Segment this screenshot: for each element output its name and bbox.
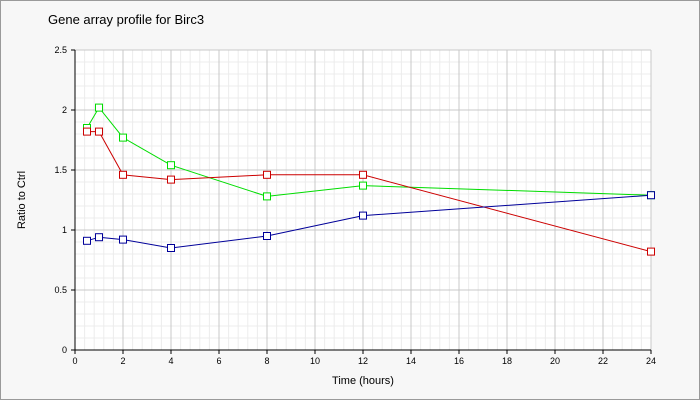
data-point-marker [359,211,367,220]
y-axis-label: Ratio to Ctrl [16,171,28,229]
data-point-marker [359,181,367,190]
y-tick-label: 0.5 [54,285,67,295]
x-tick-label: 8 [264,356,269,366]
data-point-marker [95,103,103,112]
data-point-marker [119,170,127,179]
x-tick-label: 4 [168,356,173,366]
data-point-marker [263,232,271,240]
data-point-marker [263,192,271,201]
x-tick-label: 20 [550,356,560,366]
x-tick-label: 2 [120,356,125,366]
data-point-marker [167,161,175,170]
data-point-marker [83,127,91,136]
x-axis-label: Time (hours) [332,375,394,387]
x-tick-label: 22 [598,356,608,366]
data-point-marker [167,244,175,252]
x-tick-label: 24 [646,356,656,366]
x-tick-label: 12 [358,356,368,366]
data-point-marker [119,235,127,244]
y-tick-label: 2 [62,105,67,115]
data-point-marker [119,133,127,142]
x-tick-label: 18 [502,356,512,366]
y-axis-ticks: 0 0.5 1 1.5 2 2.5 [54,45,75,355]
series-1 [83,103,655,201]
y-tick-label: 1.5 [54,165,67,175]
data-point-marker [359,170,367,179]
x-tick-label: 6 [216,356,221,366]
data-point-marker [647,247,655,256]
data-point-marker [167,175,175,184]
data-point-marker [95,127,103,136]
data-point-marker [95,233,103,242]
series-2 [83,127,655,256]
x-axis-ticks: 0 2 4 6 8 10 12 14 16 18 20 22 24 [72,350,656,366]
data-point-marker [263,170,271,179]
series-layer [83,103,655,256]
data-point-marker [647,191,655,200]
y-tick-label: 0 [62,345,67,355]
x-tick-label: 16 [454,356,464,366]
x-tick-label: 10 [310,356,320,366]
y-tick-label: 1 [62,225,67,235]
x-tick-label: 0 [72,356,77,366]
y-tick-label: 2.5 [54,45,67,55]
x-tick-label: 14 [406,356,416,366]
chart-title: Gene array profile for Birc3 [48,12,204,27]
series-3 [83,191,655,252]
data-point-marker [83,236,91,245]
